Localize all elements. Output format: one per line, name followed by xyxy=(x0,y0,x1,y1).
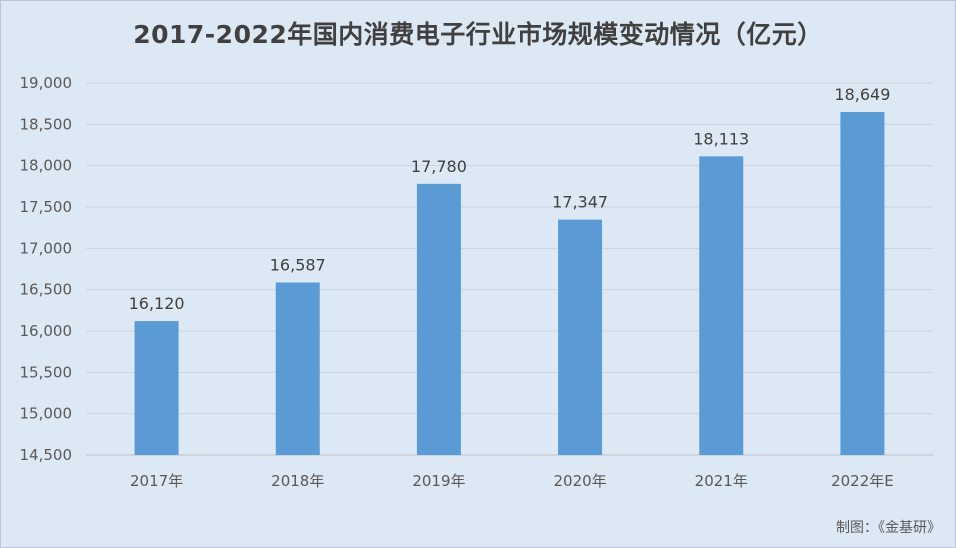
bar xyxy=(840,112,885,456)
bar xyxy=(558,219,603,455)
y-tick-label: 16,000 xyxy=(20,322,73,340)
data-label: 16,587 xyxy=(270,255,326,274)
data-label: 16,120 xyxy=(129,294,185,313)
y-tick-label: 14,500 xyxy=(20,446,73,464)
gridlines xyxy=(86,82,933,456)
y-tick-label: 19,000 xyxy=(20,74,73,92)
bar xyxy=(416,183,461,455)
bar xyxy=(134,321,179,455)
x-tick-label: 2019年 xyxy=(412,472,465,490)
data-label: 18,649 xyxy=(834,85,890,104)
bar xyxy=(699,156,744,456)
data-label: 17,347 xyxy=(552,193,608,212)
y-tick-label: 17,000 xyxy=(20,239,73,257)
data-label: 17,780 xyxy=(411,157,467,176)
x-tick-label: 2020年 xyxy=(553,472,606,490)
chart-title: 2017-2022年国内消费电子行业市场规模变动情况（亿元） xyxy=(133,20,823,49)
x-tick-label: 2022年E xyxy=(831,472,894,490)
y-tick-label: 15,000 xyxy=(20,405,73,423)
y-tick-label: 18,000 xyxy=(20,157,73,175)
y-tick-label: 16,500 xyxy=(20,281,73,299)
chart-source-note: 制图：《金基研》 xyxy=(836,520,941,536)
bars xyxy=(134,112,885,456)
y-tick-label: 17,500 xyxy=(20,198,73,216)
data-labels: 16,120 16,587 17,780 17,347 18,113 18,649 xyxy=(129,85,891,313)
x-tick-label: 2018年 xyxy=(271,472,324,490)
x-tick-label: 2017年 xyxy=(130,472,183,490)
data-label: 18,113 xyxy=(693,129,749,148)
x-axis-tick-labels: 2017年 2018年 2019年 2020年 2021年 2022年E xyxy=(130,472,894,490)
y-tick-label: 15,500 xyxy=(20,363,73,381)
bar xyxy=(275,282,320,455)
x-tick-label: 2021年 xyxy=(695,472,748,490)
y-axis-tick-labels: 14,500 15,000 15,500 16,000 16,500 17,000 17,5… xyxy=(20,74,73,464)
y-tick-label: 18,500 xyxy=(20,115,73,133)
